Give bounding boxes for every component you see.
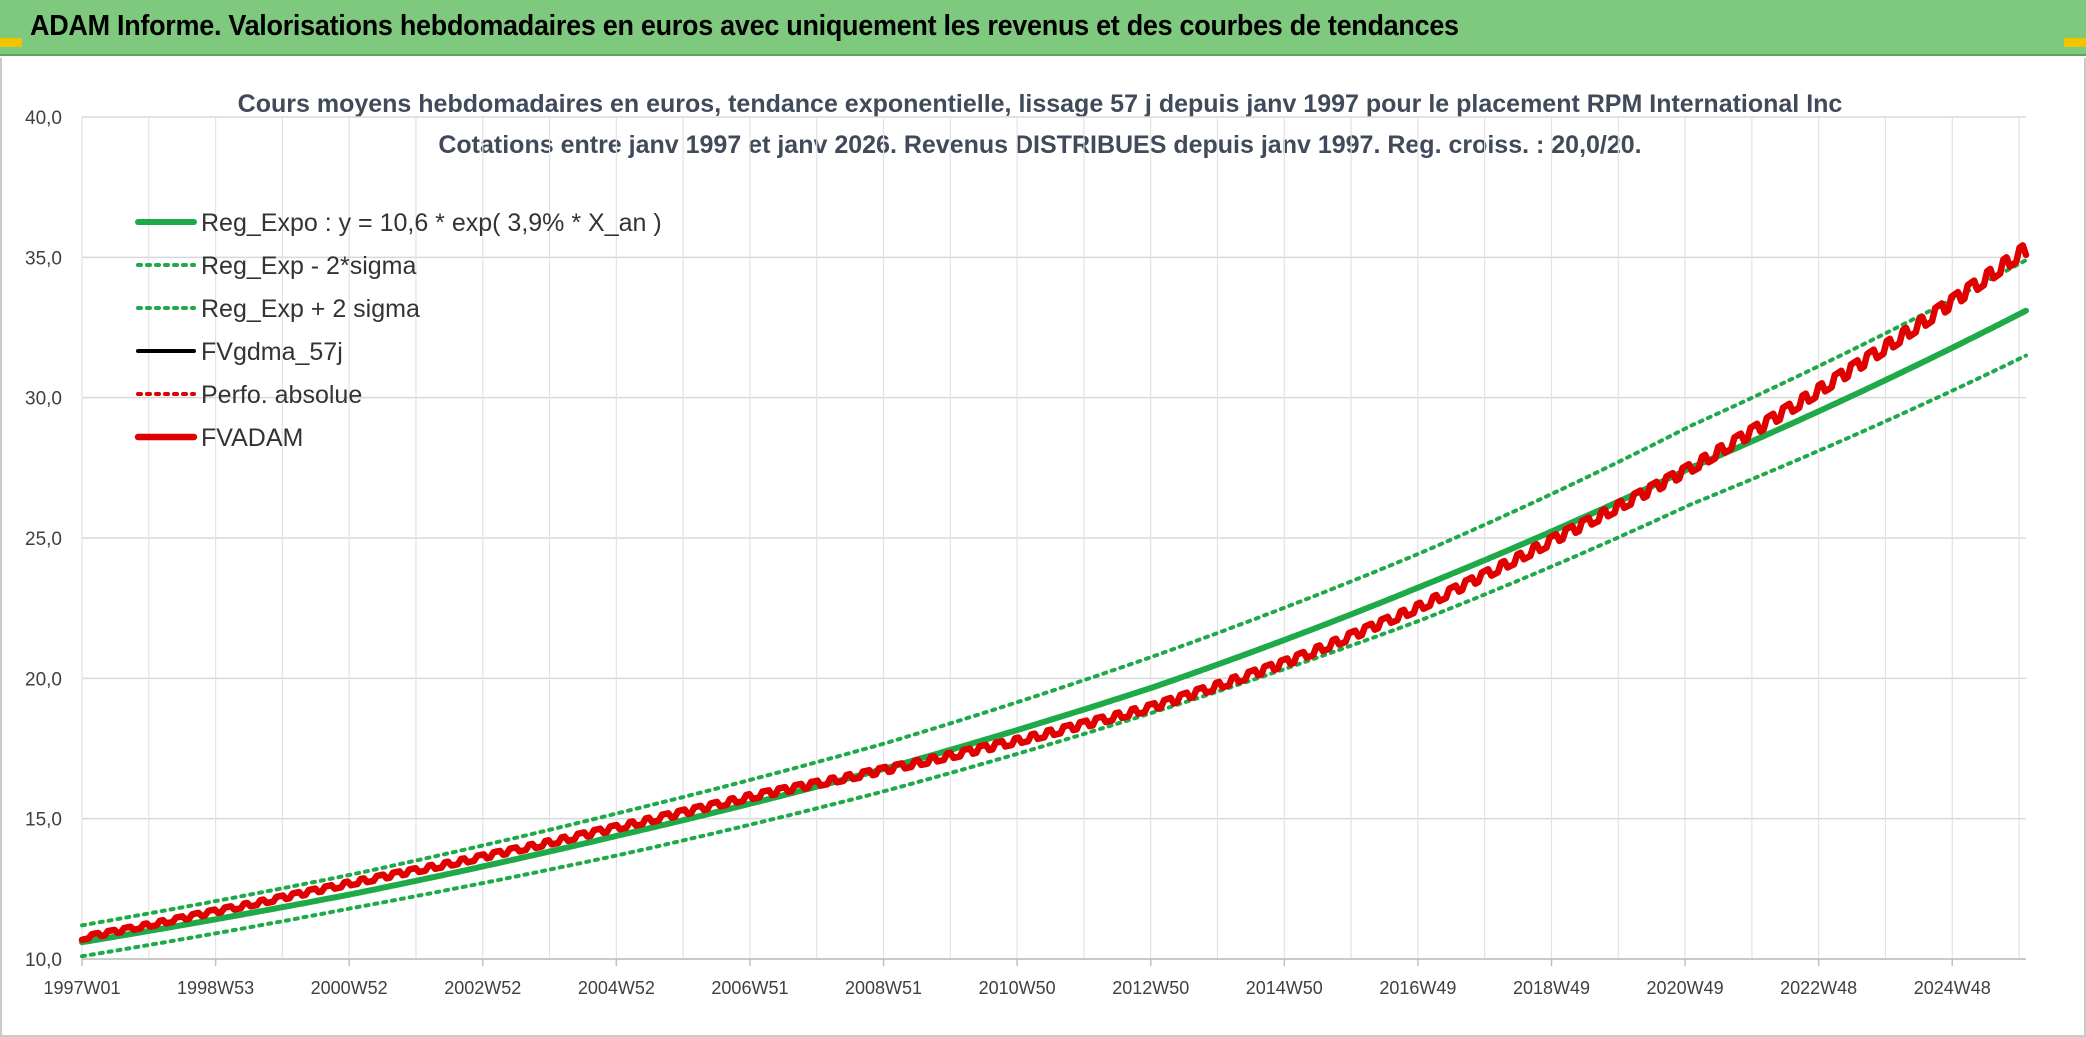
x-tick-label: 2012W50 [1112,978,1189,998]
x-tick-label: 2024W48 [1914,978,1991,998]
chart-subtitle: Cotations entre janv 1997 et janv 2026. … [438,131,1642,159]
chart-frame [0,58,2086,1037]
y-tick-label: 40,0 [25,108,62,129]
app-header: ADAM Informe. Valorisations hebdomadaire… [0,0,2086,56]
x-tick-label: 1998W53 [177,978,254,998]
legend-label-2: Reg_Exp + 2 sigma [201,295,420,323]
chart-title: Cours moyens hebdomadaires en euros, ten… [237,90,1843,118]
corner-mark-right [2064,38,2086,47]
chart-axes: 10,0 15,0 20,0 25,0 30,0 35,0 40,0 1997W01 1998W… [25,108,2026,998]
y-tick-label: 25,0 [25,529,62,550]
x-tick-label: 2006W51 [711,978,788,998]
legend-label-1: Reg_Exp - 2*sigma [201,252,416,280]
x-tick-label: 2020W49 [1647,978,1724,998]
x-tick-label: 2022W48 [1780,978,1857,998]
legend-label-5: FVADAM [201,424,303,452]
report-title: ADAM Informe. Valorisations hebdomadaire… [30,10,1459,42]
x-tick-label: 2004W52 [578,978,655,998]
y-tick-label: 35,0 [25,248,62,269]
series-line-5 [78,242,2030,944]
y-tick-label: 30,0 [25,389,62,410]
x-tick-label: 2014W50 [1246,978,1323,998]
legend-label-3: FVgdma_57j [201,338,343,366]
x-tick-label: 2016W49 [1379,978,1456,998]
chart-series [78,242,2030,959]
legend-label-0: Reg_Expo : y = 10,6 * exp( 3,9% * X_an ) [201,209,662,237]
x-tick-label: 2008W51 [845,978,922,998]
legend-label-4: Perfo. absolue [201,381,362,409]
chart-legend: Reg_Expo : y = 10,6 * exp( 3,9% * X_an )… [134,209,662,452]
x-tick-label: 1997W01 [43,978,120,998]
x-tick-label: 2002W52 [444,978,521,998]
series-line-2 [80,258,2028,928]
y-tick-label: 20,0 [25,669,62,690]
chart-grid [81,116,2026,960]
y-tick-label: 10,0 [25,950,62,971]
x-tick-label: 2000W52 [311,978,388,998]
y-tick-label: 15,0 [25,810,62,831]
corner-mark-left [0,38,22,47]
x-tick-label: 2018W49 [1513,978,1590,998]
x-tick-label: 2010W50 [979,978,1056,998]
